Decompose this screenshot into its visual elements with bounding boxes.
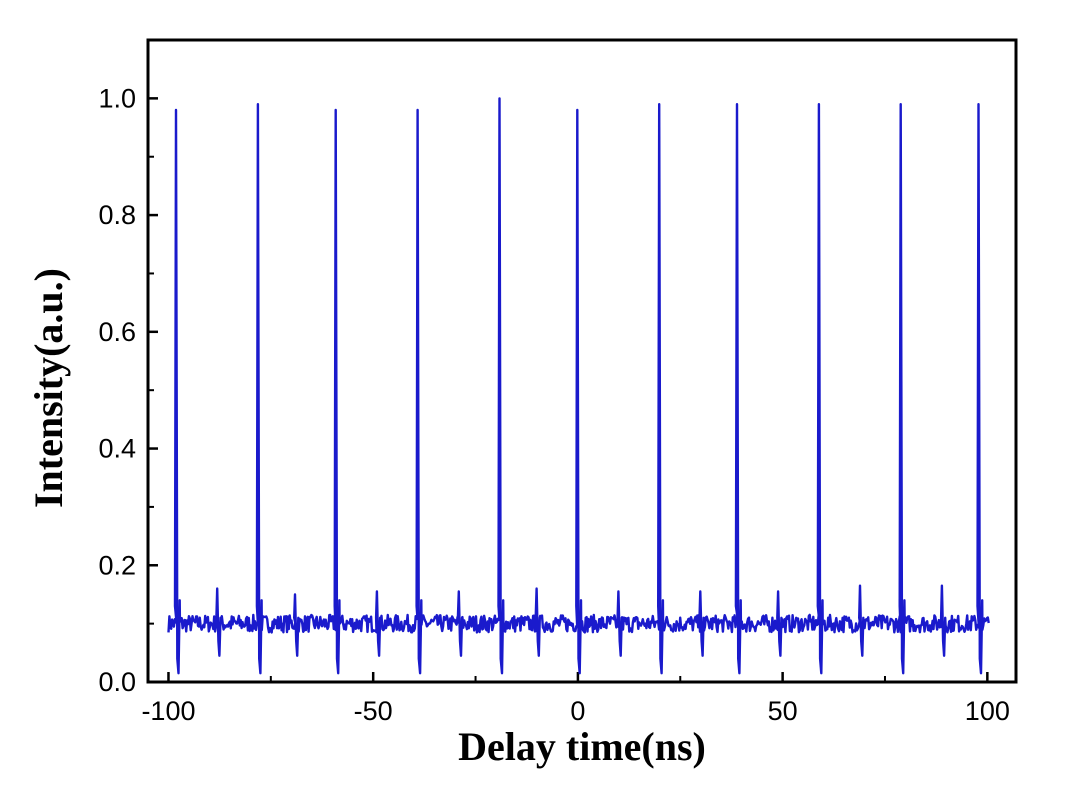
x-tick-label: -100: [141, 696, 195, 726]
x-tick-label: 0: [570, 696, 585, 726]
y-tick-label: 0.4: [98, 434, 136, 464]
plot-frame: [146, 38, 1018, 684]
y-axis: 0.0 0.2 0.4 0.6 0.8 1.0: [98, 83, 158, 697]
y-tick-label: 0.6: [98, 317, 136, 347]
x-tick-label: 50: [768, 696, 798, 726]
y-tick-label: 0.2: [98, 550, 136, 580]
x-tick-label: 100: [965, 696, 1010, 726]
y-axis-title: Intensity(a.u.): [26, 268, 71, 508]
x-axis-title: Delay time(ns): [458, 724, 706, 769]
y-tick-label: 0.0: [98, 667, 136, 697]
y-tick-label: 1.0: [98, 83, 136, 113]
y-tick-label: 0.8: [98, 200, 136, 230]
x-tick-label: -50: [354, 696, 393, 726]
x-axis: -100 -50 0 50 100: [141, 672, 1010, 726]
intensity-trace: [167, 97, 990, 675]
